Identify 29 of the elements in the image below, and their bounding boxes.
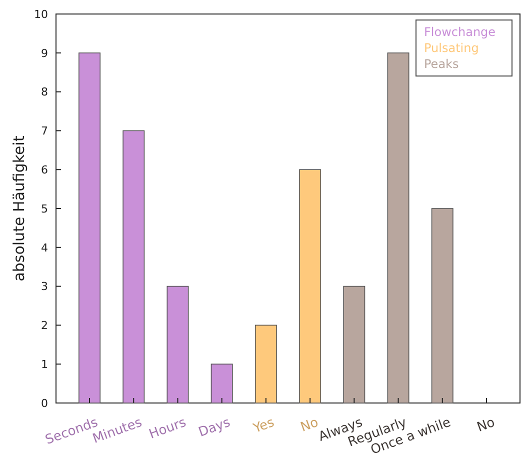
bar [299,169,322,404]
y-tick-label: 0 [41,396,48,410]
y-tick-label: 1 [41,358,48,371]
y-tick-label: 2 [41,319,48,332]
bar [122,130,145,404]
y-tick-label: 10 [34,8,48,21]
text: Flowchange [424,25,496,39]
series-label: Peaks [424,57,459,71]
x-tick-label: Hours [147,415,188,442]
bar [387,52,410,404]
x-tick-label: No [298,415,321,436]
bar [254,324,277,404]
x-tick-label: Yes [250,415,277,437]
y-tick-label: 7 [41,124,48,138]
y-tick-label: 6 [41,163,48,176]
bar [78,52,101,404]
y-tick-label: 9 [41,46,48,60]
y-tick-label: 4 [41,241,48,254]
y-axis-title: absolute Häufigkeit [10,136,28,282]
x-tick-label: Days [196,415,233,440]
bar [431,208,454,404]
x-tick-label: No [475,415,497,436]
y-tick-label: 8 [41,86,48,99]
bar [210,364,233,404]
y-tick-label: 5 [41,202,48,216]
text: Pulsating [424,41,479,55]
bar [343,286,366,404]
y-tick-label: 3 [41,280,48,294]
bar [166,286,189,404]
